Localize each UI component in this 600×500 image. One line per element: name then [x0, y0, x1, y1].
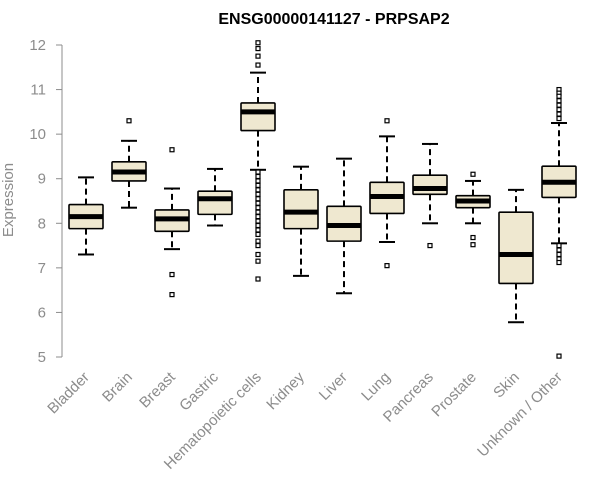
outlier-point — [255, 45, 261, 52]
box-iqr — [412, 174, 448, 196]
box-group — [154, 147, 190, 298]
outlier-point — [556, 107, 562, 113]
outlier-point — [255, 173, 261, 180]
outlier-point — [255, 258, 261, 264]
box-iqr — [197, 190, 233, 216]
y-axis: 5 6 7 8 9 10 11 12 — [29, 37, 63, 366]
outlier-point — [255, 214, 261, 220]
outlier-point — [169, 292, 175, 298]
outlier-point — [556, 259, 562, 266]
box-group — [240, 40, 276, 282]
box-iqr — [240, 102, 276, 132]
outlier-point — [255, 187, 261, 193]
outlier-point — [169, 147, 175, 153]
outlier-point — [255, 169, 261, 175]
outlier-point — [255, 62, 261, 68]
outlier-point — [556, 115, 562, 122]
box-group — [369, 118, 405, 269]
box-iqr — [498, 211, 534, 285]
y-tick-label: 11 — [30, 82, 46, 99]
outlier-point — [255, 178, 261, 184]
outlier-point — [470, 242, 476, 248]
y-tick-label: 5 — [38, 349, 46, 366]
x-category-label: Bladder — [44, 369, 93, 418]
outlier-point — [126, 118, 132, 124]
box-group — [326, 157, 362, 295]
box-group — [455, 171, 491, 248]
box-group — [283, 165, 319, 277]
outlier-point — [255, 222, 261, 229]
x-category-label: Prostate — [428, 369, 480, 421]
box-iqr — [283, 189, 319, 230]
y-tick-label: 10 — [29, 126, 46, 143]
outlier-point — [255, 191, 261, 197]
chart-title: ENSG00000141127 - PRPSAP2 — [218, 11, 449, 28]
box-group — [541, 86, 577, 359]
outlier-point — [255, 205, 261, 211]
boxes-layer — [68, 40, 577, 359]
x-category-label: Lung — [358, 369, 394, 405]
y-tick-label: 6 — [38, 304, 46, 321]
outlier-point — [255, 231, 261, 238]
outlier-point — [255, 200, 261, 206]
outlier-point — [384, 118, 390, 124]
y-axis-label: Expression — [0, 163, 17, 237]
outlier-point — [255, 238, 261, 244]
outlier-point — [427, 242, 433, 249]
outlier-point — [255, 276, 261, 282]
outlier-point — [556, 111, 562, 117]
outlier-point — [556, 242, 562, 249]
outlier-point — [255, 40, 261, 46]
box-group — [498, 188, 534, 324]
outlier-point — [255, 242, 261, 249]
outlier-point — [556, 93, 562, 99]
outlier-point — [556, 353, 562, 359]
outlier-point — [556, 98, 562, 104]
y-tick-label: 12 — [29, 37, 46, 54]
outlier-point — [255, 209, 261, 215]
outlier-point — [556, 251, 562, 258]
outlier-point — [255, 227, 261, 233]
y-tick-label: 8 — [38, 215, 46, 232]
outlier-point — [556, 102, 562, 108]
y-tick-label: 7 — [38, 260, 46, 277]
outlier-point — [255, 251, 261, 258]
x-category-label: Skin — [490, 369, 523, 402]
outlier-point — [470, 234, 476, 241]
box-group — [197, 167, 233, 227]
x-category-label: Liver — [316, 369, 351, 404]
y-tick-label: 9 — [38, 171, 46, 188]
outlier-point — [556, 247, 562, 253]
box-group — [412, 142, 448, 249]
box-group — [111, 118, 147, 209]
outlier-point — [470, 171, 476, 177]
outlier-point — [384, 263, 390, 269]
x-category-label: Brain — [99, 369, 136, 406]
outlier-point — [255, 218, 261, 224]
x-category-label: Breast — [136, 368, 179, 411]
outlier-point — [255, 182, 261, 188]
outlier-point — [255, 53, 261, 59]
outlier-point — [255, 196, 261, 202]
box-group — [68, 176, 104, 256]
x-category-label: Kidney — [263, 368, 308, 413]
outlier-point — [169, 271, 175, 278]
